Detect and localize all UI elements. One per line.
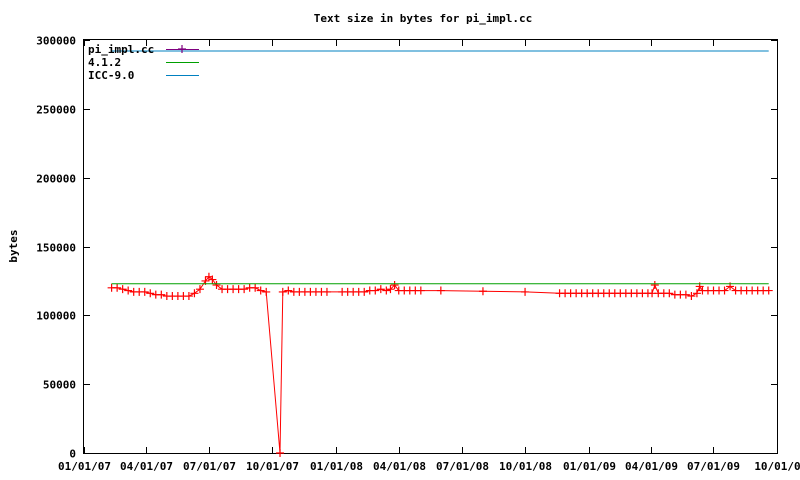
x-tick-label: 07/01/08: [436, 460, 489, 473]
data-point: [322, 287, 331, 296]
data-point: [140, 287, 149, 296]
data-point: [681, 290, 690, 299]
data-point: [184, 292, 193, 301]
y-tick-label: 150000: [36, 242, 76, 255]
x-tick-label: 04/01/09: [625, 460, 678, 473]
x-tick-label: 10/01/07: [246, 460, 299, 473]
data-point: [376, 285, 385, 294]
data-point: [276, 449, 285, 457]
x-tick-label: 10/01/0: [754, 460, 800, 473]
y-tick-label: 250000: [36, 104, 76, 117]
data-point: [720, 286, 729, 295]
data-point: [157, 290, 166, 299]
data-point: [692, 289, 701, 298]
data-point: [113, 283, 122, 292]
legend-marker: [178, 45, 186, 53]
x-tick-label: 07/01/09: [687, 460, 740, 473]
data-point: [360, 287, 369, 296]
data-point: [240, 285, 249, 294]
data-point: [521, 287, 530, 296]
x-tick-label: 04/01/07: [120, 460, 173, 473]
series-layer: [107, 50, 773, 457]
data-point: [284, 286, 293, 295]
data-point: [416, 286, 425, 295]
x-tick-label: 07/01/07: [183, 460, 236, 473]
data-point: [212, 281, 221, 290]
x-axis: 01/01/07 04/01/07 07/01/07 10/01/07 01/01/08…: [58, 40, 800, 473]
y-tick-label: 50000: [43, 379, 76, 392]
data-point: [251, 283, 260, 292]
y-tick-label: 200000: [36, 173, 76, 186]
data-point: [146, 289, 155, 298]
data-point: [650, 281, 659, 290]
y-axis-label: bytes: [7, 229, 20, 262]
y-tick-label: 300000: [36, 35, 76, 48]
x-tick-label: 04/01/08: [373, 460, 426, 473]
data-point: [118, 285, 127, 294]
data-point: [386, 285, 395, 294]
x-tick-label: 10/01/08: [499, 460, 552, 473]
y-axis: 0 50000 100000 150000 200000 250000 300000: [36, 35, 777, 461]
data-point: [382, 286, 391, 295]
legend-label: pi_impl.cc: [88, 43, 154, 56]
data-point: [436, 286, 445, 295]
data-point: [208, 275, 217, 284]
data-point: [278, 287, 287, 296]
data-point: [262, 287, 271, 296]
y-tick-label: 0: [69, 448, 76, 461]
data-point: [371, 286, 380, 295]
data-point: [195, 285, 204, 294]
data-point: [665, 289, 674, 298]
legend-label: ICC-9.0: [88, 69, 134, 82]
y-tick-label: 100000: [36, 310, 76, 323]
data-point: [478, 287, 487, 296]
x-tick-label: 01/01/08: [310, 460, 363, 473]
data-point: [390, 281, 399, 290]
x-tick-label: 01/01/09: [563, 460, 616, 473]
data-point: [190, 289, 199, 298]
data-point: [764, 286, 773, 295]
plot-frame: [83, 39, 778, 454]
data-point: [687, 292, 696, 301]
chart-title: Text size in bytes for pi_impl.cc: [314, 12, 533, 25]
x-tick-label: 01/01/07: [58, 460, 111, 473]
series-line-1: [111, 276, 769, 454]
data-point: [124, 286, 133, 295]
legend-label: 4.1.2: [88, 56, 121, 69]
data-point: [256, 286, 265, 295]
